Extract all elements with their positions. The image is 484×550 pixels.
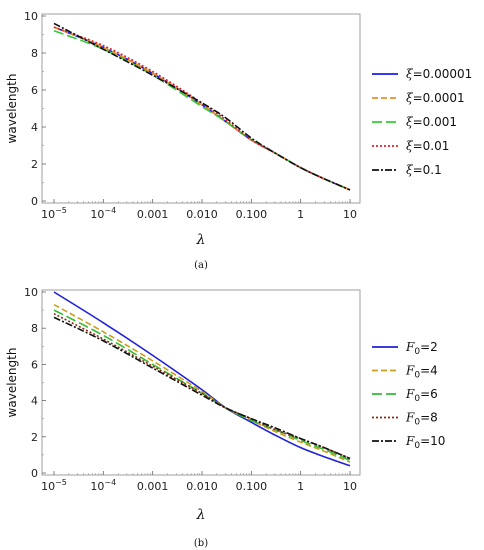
y-tick-label: 0	[31, 195, 38, 208]
x-tick-label: 0.100	[236, 208, 268, 221]
x-tick-label: 10	[343, 208, 357, 221]
series-line-a-2	[53, 30, 351, 191]
series-line-a-4	[53, 22, 351, 191]
series-line-b-1	[53, 303, 351, 463]
chart-a: 0 2 4 6 8 10 10−5 10−4 0.001 0.010 0.100 1 10 wavelen…	[5, 10, 472, 271]
y-axis-label: wavelength	[5, 74, 19, 144]
x-tick-label: 10−5	[41, 206, 67, 221]
chart-b: 0 2 4 6 8 10 10−5 10−4 0.001 0.010 0.100 1 10 wavelen…	[5, 286, 445, 549]
series-line-b-4	[53, 316, 351, 460]
legend-label-a-4: ξ=0.1	[406, 163, 442, 177]
x-tick-label: 1	[297, 480, 304, 493]
x-tick-label: 10−4	[90, 206, 116, 221]
legend-label-b-2: F0=6	[405, 387, 438, 404]
series-line-a-3	[53, 26, 351, 191]
y-tick-label: 2	[31, 431, 38, 444]
x-tick-label: 1	[297, 208, 304, 221]
legend-label-b-3: F0=8	[405, 411, 438, 428]
legend-label-a-3: ξ=0.01	[406, 139, 449, 153]
series-line-b-2	[53, 309, 351, 462]
series-line-b-3	[53, 313, 351, 460]
legend-label-a-2: ξ=0.001	[406, 115, 457, 129]
panel-caption: (b)	[194, 538, 208, 549]
series-line-a-0	[53, 26, 351, 191]
panel-caption: (a)	[194, 260, 208, 271]
y-tick-label: 10	[24, 286, 38, 299]
y-tick-label: 4	[31, 395, 38, 408]
plot-frame	[41, 289, 361, 476]
y-tick-label: 8	[31, 322, 38, 335]
y-tick-label: 6	[31, 84, 38, 97]
y-tick-label: 6	[31, 358, 38, 371]
y-tick-label: 4	[31, 121, 38, 134]
legend-label-b-4: F0=10	[405, 434, 445, 451]
x-axis-label: λ	[196, 507, 206, 523]
x-tick-label: 0.001	[137, 480, 169, 493]
legend-label-a-1: ξ=0.0001	[406, 91, 465, 105]
legend-label-b-0: F0=2	[405, 340, 438, 357]
x-tick-label: 10−5	[41, 478, 67, 493]
x-tick-label: 0.010	[186, 480, 218, 493]
series-line-b-0	[53, 291, 351, 467]
x-tick-label: 10−4	[90, 478, 116, 493]
legend-label-b-1: F0=4	[405, 364, 438, 381]
y-tick-label: 2	[31, 158, 38, 171]
y-tick-label: 10	[24, 10, 38, 23]
x-tick-label: 0.001	[137, 208, 169, 221]
legend-label-a-0: ξ=0.00001	[406, 67, 472, 81]
x-axis-label: λ	[196, 232, 206, 248]
x-tick-label: 10	[343, 480, 357, 493]
y-tick-label: 8	[31, 47, 38, 60]
series-line-a-1	[53, 26, 351, 191]
x-tick-label: 0.100	[236, 480, 268, 493]
y-axis-label: wavelength	[5, 348, 19, 418]
x-tick-label: 0.010	[186, 208, 218, 221]
y-tick-label: 0	[31, 467, 38, 480]
